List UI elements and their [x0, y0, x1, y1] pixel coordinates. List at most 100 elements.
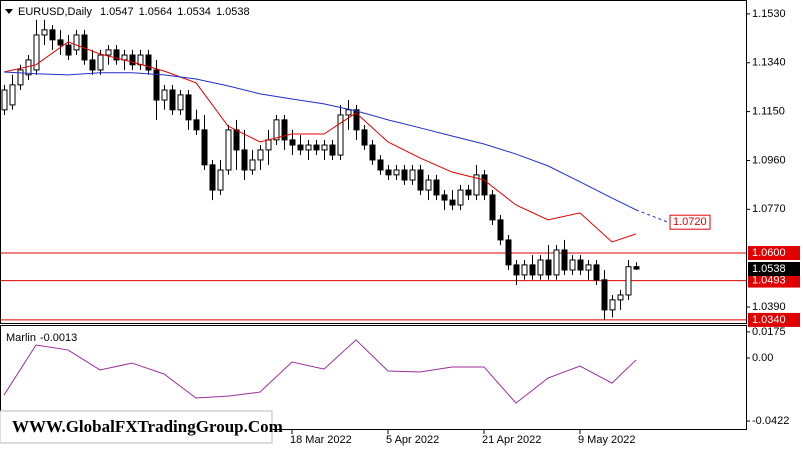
candle-body	[273, 119, 280, 141]
indicator-line	[3, 339, 637, 404]
candle-body	[281, 119, 288, 141]
y-tick-label: 1.0960	[752, 154, 786, 166]
main-panel	[0, 0, 747, 324]
candle-body	[513, 264, 520, 276]
candle-body	[449, 199, 456, 206]
ma-line	[3, 71, 637, 211]
candle-body	[553, 249, 560, 276]
indicator-value: -0.0013	[40, 332, 77, 344]
candle-body	[625, 266, 632, 296]
candle-body	[425, 179, 432, 191]
candle-body	[377, 159, 384, 171]
candle-body	[57, 39, 64, 46]
last-price-box	[748, 261, 800, 276]
candle-body	[49, 29, 56, 41]
candle-body	[577, 259, 584, 271]
level-label: 1.0493	[752, 274, 786, 286]
ohlc-open: 1.0547	[100, 6, 134, 18]
indicator-panel	[0, 325, 747, 430]
candle-body	[1, 89, 8, 111]
ma-line	[3, 41, 637, 243]
candle-body	[465, 189, 472, 196]
candle-body	[153, 69, 160, 101]
candle-body	[441, 194, 448, 201]
candle-body	[201, 129, 208, 166]
y-tick-label: 1.1530	[752, 8, 786, 20]
x-tick-label: 9 May 2022	[578, 434, 635, 446]
candle-body	[633, 266, 640, 270]
candle-body	[337, 114, 344, 156]
x-tick-label: 21 Apr 2022	[482, 434, 541, 446]
candle-body	[257, 149, 264, 161]
candle-body	[545, 259, 552, 276]
level-label: 1.0600	[752, 247, 786, 259]
indicator-name: Marlin	[6, 332, 36, 344]
candle-body	[249, 159, 256, 171]
main-plot	[1, 19, 746, 321]
candle-body	[585, 264, 592, 271]
candle-body	[481, 174, 488, 196]
candle-body	[33, 34, 40, 71]
candle-body	[497, 219, 504, 241]
y-tick-label: 1.0770	[752, 203, 786, 215]
symbol: EURUSD,Daily	[18, 6, 92, 18]
indicator-header: Marlin -0.0013	[6, 332, 77, 344]
candle-body	[409, 169, 416, 181]
x-tick-label: 5 Apr 2022	[386, 434, 439, 446]
candle-body	[65, 44, 72, 56]
candle-body	[209, 164, 216, 191]
indicator-tick-label: 0.0175	[752, 326, 786, 338]
last-price-label: 1.0538	[752, 263, 786, 275]
candle-body	[161, 89, 168, 101]
candle-body	[505, 239, 512, 266]
level-label: 1.0340	[752, 314, 786, 326]
candle-body	[217, 169, 224, 191]
candle-body	[113, 49, 120, 61]
candle-body	[233, 129, 240, 151]
candle-body	[89, 59, 96, 71]
forecast-label: 1.0720	[673, 216, 707, 228]
y-tick-label: 1.1150	[752, 106, 785, 118]
candle-body	[457, 189, 464, 206]
candle-body	[521, 264, 528, 276]
y-tick-label: 1.1340	[752, 57, 786, 69]
candle-body	[297, 144, 304, 151]
candle-body	[601, 279, 608, 311]
candle-body	[617, 294, 624, 301]
candle-body	[593, 264, 600, 281]
candle-body	[41, 29, 48, 36]
candle-body	[385, 169, 392, 176]
candle-body	[529, 264, 536, 276]
candle-body	[73, 34, 80, 51]
y-tick-label: 1.0390	[752, 301, 786, 313]
ohlc-high: 1.0564	[139, 6, 173, 18]
candle-body	[193, 119, 200, 131]
candle-body	[313, 144, 320, 151]
level-label-box	[748, 312, 800, 327]
ohlc-close: 1.0538	[216, 6, 250, 18]
indicator-tick-label: 0.00	[752, 352, 773, 364]
indicator-plot	[3, 339, 637, 404]
candle-body	[569, 259, 576, 271]
candle-body	[609, 299, 616, 311]
candle-body	[185, 94, 192, 121]
forecast-box	[669, 214, 711, 230]
candle-body	[169, 89, 176, 111]
x-tick-label: 18 Mar 2022	[290, 434, 352, 446]
candle-body	[177, 94, 184, 111]
candle-body	[329, 144, 336, 156]
candle-body	[361, 129, 368, 146]
level-label-box	[748, 246, 800, 261]
candle-body	[17, 69, 24, 86]
candle-body	[265, 139, 272, 151]
candle-body	[473, 174, 480, 196]
candle-body	[305, 144, 312, 151]
candle-body	[289, 139, 296, 146]
candle-body	[97, 54, 104, 71]
candle-body	[393, 169, 400, 176]
candle-body	[129, 54, 136, 66]
candle-body	[433, 179, 440, 196]
level-label-box	[748, 273, 800, 288]
watermark-box	[0, 410, 273, 444]
